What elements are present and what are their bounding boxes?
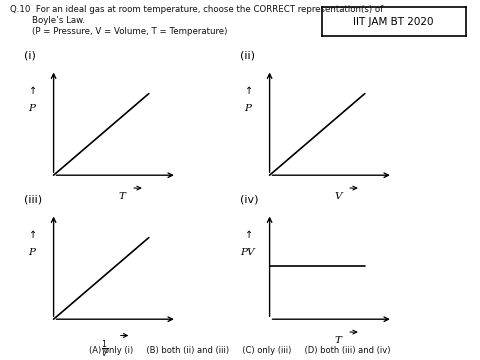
Text: $\uparrow$: $\uparrow$ (243, 228, 253, 240)
Text: (i): (i) (24, 51, 36, 61)
Text: P: P (28, 104, 36, 113)
Text: (iii): (iii) (24, 195, 42, 205)
Text: P: P (28, 248, 36, 257)
Text: (P = Pressure, V = Volume, T = Temperature): (P = Pressure, V = Volume, T = Temperatu… (10, 27, 227, 36)
Text: (ii): (ii) (240, 51, 255, 61)
Text: PV: PV (240, 248, 255, 257)
Text: $\frac{1}{V}$: $\frac{1}{V}$ (101, 339, 108, 360)
Text: V: V (334, 192, 342, 201)
Text: $\uparrow$: $\uparrow$ (27, 228, 37, 240)
Text: IIT JAM BT 2020: IIT JAM BT 2020 (353, 17, 434, 27)
Text: Q.10  For an ideal gas at room temperature, choose the CORRECT representation(s): Q.10 For an ideal gas at room temperatur… (10, 5, 383, 14)
Text: (A) only (i)     (B) both (ii) and (iii)     (C) only (iii)     (D) both (iii) a: (A) only (i) (B) both (ii) and (iii) (C)… (89, 346, 391, 355)
Text: $\uparrow$: $\uparrow$ (243, 84, 253, 96)
Text: T: T (119, 192, 125, 201)
Text: (iv): (iv) (240, 195, 258, 205)
Text: P: P (244, 104, 252, 113)
Text: Boyle’s Law.: Boyle’s Law. (10, 16, 84, 25)
Text: $\uparrow$: $\uparrow$ (27, 84, 37, 96)
Text: T: T (335, 336, 341, 345)
